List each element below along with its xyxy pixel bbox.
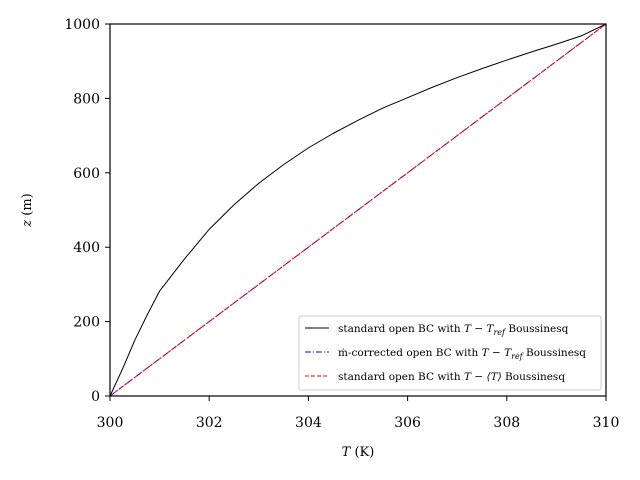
x-axis-label: T (K) — [342, 445, 375, 460]
series-line-standard-mean-t — [109, 23, 607, 397]
x-tick-label: 302 — [196, 415, 223, 431]
x-tick-label: 306 — [394, 415, 421, 431]
y-tick-label: 600 — [73, 166, 100, 182]
x-tick-label: 300 — [97, 415, 124, 431]
y-tick-label: 400 — [73, 240, 100, 256]
x-tick-label: 308 — [493, 415, 520, 431]
series-line-standard-tref — [109, 23, 607, 397]
y-tick-label: 0 — [91, 389, 100, 405]
legend-entry-mdot-corrected: ṁ-corrected open BC with T − Tref Boussi… — [338, 347, 586, 361]
y-axis: 0 200 400 600 800 1000 — [64, 17, 110, 405]
x-axis: 300 302 304 306 308 310 — [97, 396, 620, 431]
legend-box — [298, 315, 602, 391]
x-tick-label: 310 — [593, 415, 620, 431]
y-tick-label: 800 — [73, 91, 100, 107]
y-tick-label: 200 — [73, 315, 100, 331]
plot-frame — [109, 23, 607, 397]
y-tick-label: 1000 — [64, 17, 100, 33]
legend: standard open BC with T − Tref Boussines… — [298, 315, 602, 391]
x-tick-label: 304 — [295, 415, 322, 431]
y-axis-label: z (m) — [20, 193, 35, 227]
legend-entry-standard-tref: standard open BC with T − Tref Boussines… — [338, 323, 569, 337]
plot-lines — [109, 23, 607, 397]
legend-entry-standard-mean-t: standard open BC with T − ⟨T⟩ Boussinesq — [338, 371, 565, 383]
